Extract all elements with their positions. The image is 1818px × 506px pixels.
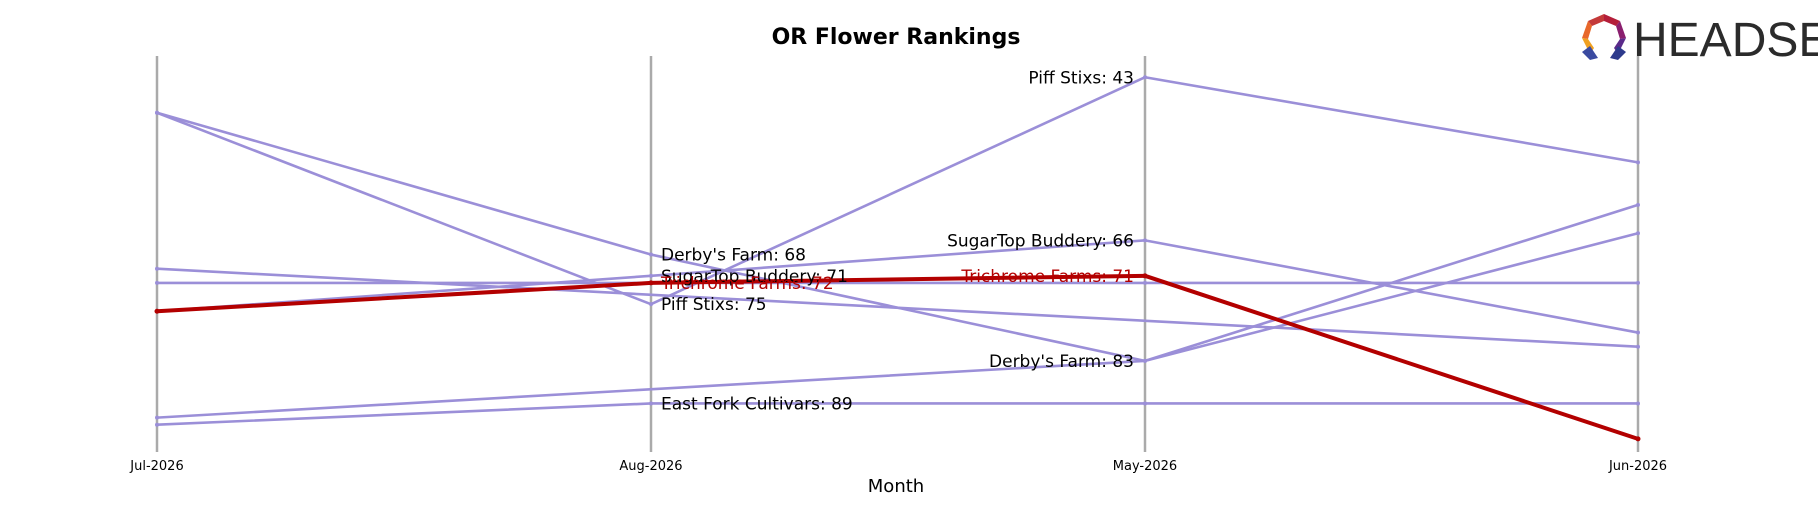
point-label: Piff Stixs: 43	[1028, 68, 1134, 88]
series-line-series	[156, 203, 1639, 419]
x-tick-label: Aug-2026	[619, 459, 682, 474]
x-tick-label: Jul-2026	[129, 459, 183, 474]
series-point-sugartop-buddery	[649, 273, 653, 278]
point-label: Trichrome Farms: 72	[660, 274, 834, 294]
series-line-piff-stixs	[156, 75, 1639, 306]
series-point-trichrome-farms	[154, 308, 160, 314]
series-point-series	[155, 415, 159, 420]
x-axis-label: Month	[868, 476, 924, 497]
point-label: SugarTop Buddery: 71	[661, 267, 848, 287]
series-lines	[154, 75, 1641, 442]
series-line-derby-s-farm	[156, 111, 1639, 363]
series-point-series	[1636, 401, 1640, 406]
series-point-piff-stixs	[649, 302, 653, 307]
point-label: East Fork Cultivars: 89	[661, 394, 853, 414]
point-label: Derby's Farm: 68	[661, 246, 806, 266]
series-point-derby-s-farm	[155, 110, 159, 115]
chart-title: OR Flower Rankings	[772, 25, 1021, 50]
series-point-series	[155, 422, 159, 427]
series-point-series	[155, 266, 159, 271]
series-point-series	[1143, 401, 1147, 406]
point-label: Derby's Farm: 83	[989, 352, 1134, 372]
series-point-trichrome-farms	[1142, 273, 1148, 279]
headset-logo-icon	[1582, 14, 1626, 60]
series-point-trichrome-farms	[648, 280, 654, 286]
series-line-sugartop-buddery	[156, 239, 1639, 334]
series-point-piff-stixs	[1143, 75, 1147, 80]
series-point-series	[649, 401, 653, 406]
series-point-series	[1636, 344, 1640, 349]
series-point-series	[1636, 202, 1640, 207]
x-tick-label: Jun-2026	[1608, 459, 1667, 474]
headset-logo: HEADSET	[1582, 14, 1818, 67]
series-line-series	[156, 267, 1639, 349]
x-tick-label: May-2026	[1113, 459, 1177, 474]
point-label: SugarTop Buddery: 66	[947, 231, 1134, 251]
series-point-series	[155, 280, 159, 285]
series-point-series	[1143, 280, 1147, 285]
month-axis-lines	[155, 56, 1640, 452]
series-point-sugartop-buddery	[1636, 330, 1640, 335]
series-point-piff-stixs	[1636, 160, 1640, 165]
series-point-trichrome-farms	[1635, 436, 1641, 442]
series-line-series	[156, 402, 1638, 427]
point-label: Piff Stixs: 75	[661, 295, 767, 315]
series-line-trichrome-farms	[156, 273, 1639, 441]
series-point-derby-s-farm	[649, 252, 653, 257]
point-label: Trichrome Farms: 71	[960, 267, 1134, 287]
series-point-sugartop-buddery	[1143, 238, 1147, 243]
x-tick-labels: Jul-2026 Aug-2026 May-2026 Jun-2026	[129, 459, 1667, 474]
series-point-derby-s-farm	[1636, 231, 1640, 236]
series-point-series	[1636, 280, 1640, 285]
series-point-series	[1143, 358, 1147, 363]
headset-logo-text: HEADSET	[1633, 14, 1818, 67]
